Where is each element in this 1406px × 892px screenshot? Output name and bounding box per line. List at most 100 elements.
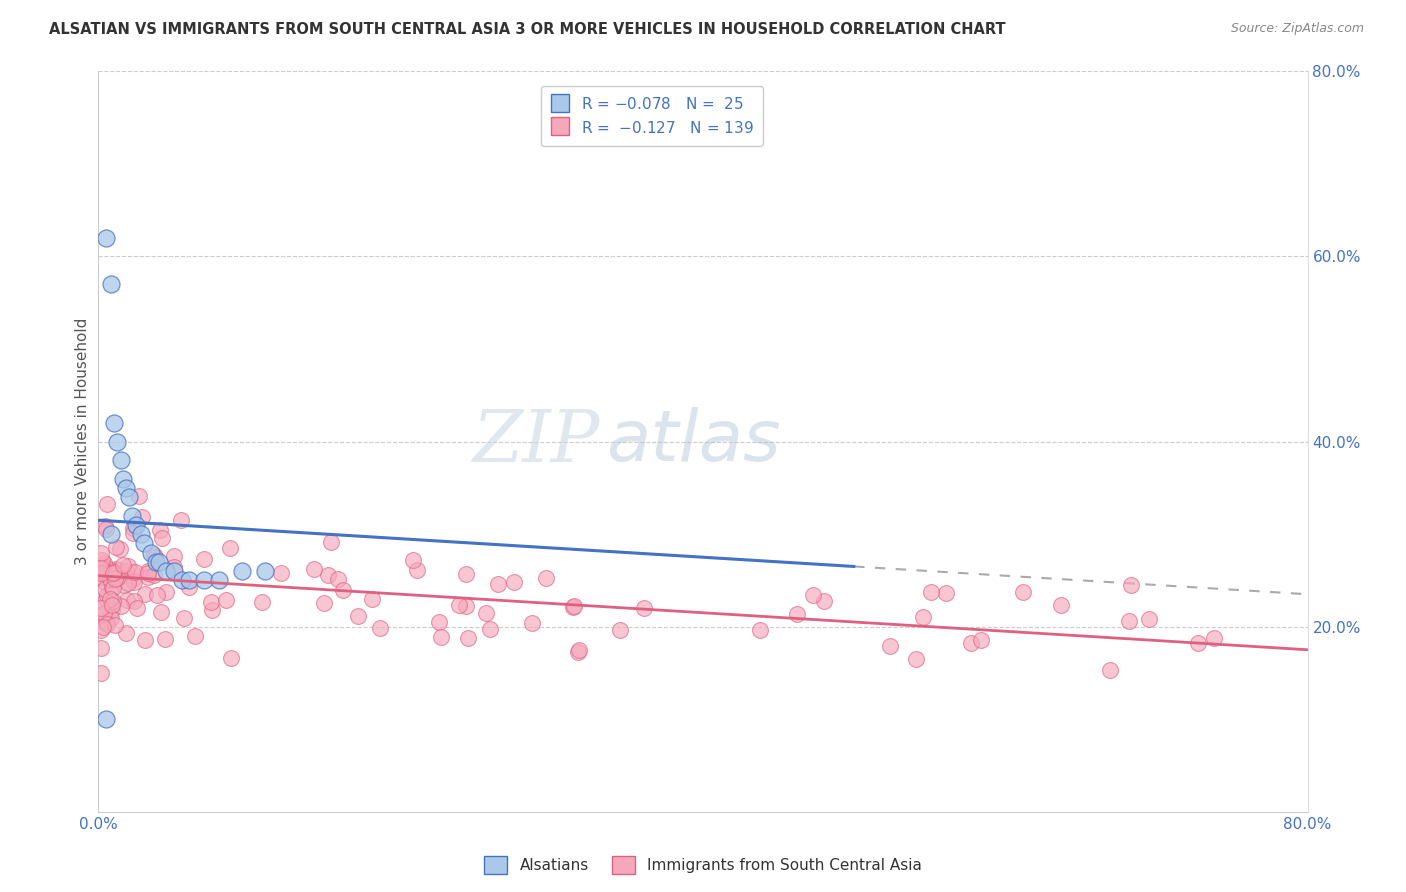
Point: [201, 603, 224, 617]
Point: [1187, 636, 1209, 650]
Point: [90, 566, 112, 580]
Point: [250, 595, 273, 609]
Point: [93, 556, 115, 570]
Point: [98, 572, 121, 586]
Point: [162, 559, 184, 574]
Point: [114, 481, 136, 495]
Point: [104, 618, 127, 632]
Point: [520, 615, 543, 630]
Point: [633, 600, 655, 615]
Point: [163, 549, 186, 563]
Point: [104, 572, 127, 586]
Point: [208, 574, 231, 588]
Point: [486, 577, 509, 591]
Point: [219, 541, 242, 556]
Point: [920, 585, 942, 599]
Point: [94, 522, 117, 536]
Point: [96, 588, 118, 602]
Point: [145, 555, 167, 569]
Text: ZIP: ZIP: [472, 406, 600, 477]
Point: [449, 599, 471, 613]
Point: [90, 546, 112, 560]
Point: [122, 573, 145, 587]
Point: [101, 581, 124, 595]
Point: [1137, 612, 1160, 626]
Point: [1204, 632, 1226, 646]
Point: [91, 620, 114, 634]
Point: [90, 565, 112, 579]
Point: [143, 550, 166, 565]
Point: [101, 602, 124, 616]
Point: [132, 536, 155, 550]
Point: [121, 565, 143, 579]
Point: [90, 624, 112, 638]
Point: [155, 564, 177, 578]
Point: [100, 277, 122, 292]
Point: [115, 592, 138, 607]
Point: [193, 552, 215, 566]
Point: [179, 580, 201, 594]
Point: [134, 632, 156, 647]
Point: [457, 631, 479, 645]
Point: [90, 608, 112, 623]
Point: [110, 599, 132, 614]
Point: [173, 610, 195, 624]
Point: [122, 521, 145, 535]
Point: [100, 611, 122, 625]
Point: [90, 570, 112, 584]
Point: [105, 571, 128, 585]
Point: [134, 587, 156, 601]
Point: [149, 523, 172, 537]
Point: [105, 562, 128, 576]
Point: [478, 622, 501, 636]
Y-axis label: 3 or more Vehicles in Household: 3 or more Vehicles in Household: [75, 318, 90, 566]
Point: [118, 490, 141, 504]
Point: [103, 566, 125, 580]
Point: [96, 497, 118, 511]
Point: [145, 589, 167, 603]
Point: [314, 596, 336, 610]
Point: [93, 606, 115, 620]
Point: [136, 564, 159, 578]
Point: [562, 599, 585, 614]
Point: [94, 518, 117, 533]
Point: [131, 509, 153, 524]
Point: [150, 531, 173, 545]
Point: [111, 472, 134, 486]
Point: [911, 610, 934, 624]
Point: [155, 585, 177, 599]
Point: [200, 595, 222, 609]
Point: [427, 615, 450, 630]
Point: [90, 553, 112, 567]
Point: [304, 562, 326, 576]
Point: [103, 566, 125, 580]
Point: [117, 558, 139, 573]
Point: [91, 565, 114, 579]
Text: atlas: atlas: [606, 407, 780, 476]
Point: [90, 665, 112, 680]
Point: [568, 643, 591, 657]
Point: [179, 574, 201, 588]
Point: [163, 564, 186, 578]
Legend: R = $\mathregular{-0.078}$   N =  25, R =  $\mathregular{-0.127}$   N = 139: R = $\mathregular{-0.078}$ N = 25, R = $…: [541, 87, 763, 146]
Point: [101, 580, 124, 594]
Point: [430, 630, 453, 644]
Point: [184, 629, 207, 643]
Point: [475, 606, 498, 620]
Point: [1119, 578, 1142, 592]
Point: [456, 599, 478, 614]
Point: [935, 585, 957, 599]
Point: [94, 592, 117, 607]
Point: [748, 623, 770, 637]
Point: [231, 564, 253, 578]
Point: [136, 566, 159, 580]
Legend: Alsatians, Immigrants from South Central Asia: Alsatians, Immigrants from South Central…: [478, 850, 928, 880]
Point: [115, 565, 138, 579]
Point: [534, 571, 557, 585]
Point: [332, 583, 354, 598]
Point: [813, 594, 835, 608]
Point: [90, 601, 112, 615]
Point: [215, 593, 238, 607]
Point: [402, 552, 425, 566]
Point: [121, 508, 143, 523]
